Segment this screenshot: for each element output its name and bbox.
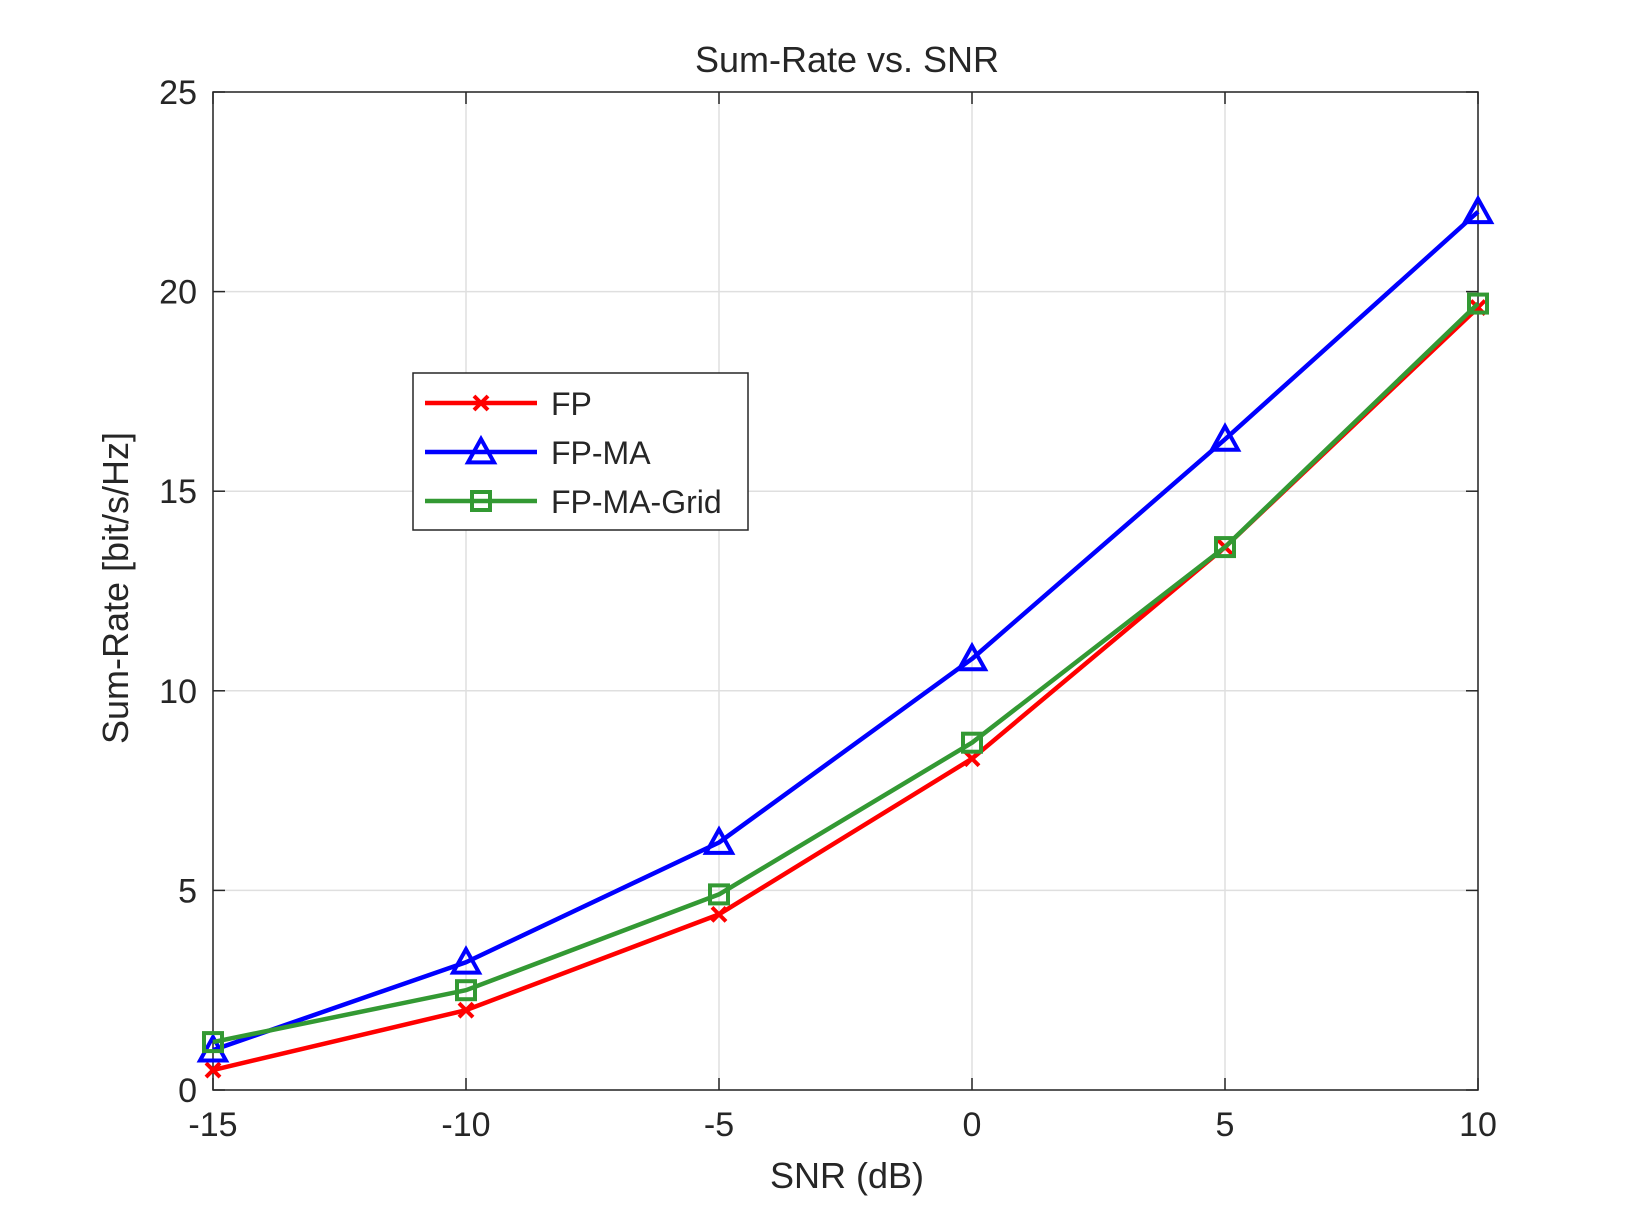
data-point-marker — [1208, 422, 1242, 452]
data-point-marker — [455, 979, 477, 1002]
plot-area — [212, 91, 1479, 1091]
y-tick-label: 5 — [178, 872, 197, 910]
legend-marker — [470, 490, 492, 512]
series-layer — [196, 194, 1495, 1079]
data-point-marker — [702, 825, 736, 855]
y-tick-label: 10 — [159, 673, 197, 711]
y-axis-label: Sum-Rate [bit/s/Hz] — [95, 432, 136, 744]
legend-label: FP-MA — [551, 435, 651, 471]
series-line — [212, 301, 1480, 1045]
legend-label: FP-MA-Grid — [551, 484, 722, 520]
series-line — [212, 210, 1480, 1053]
legend-label: FP — [551, 386, 592, 422]
x-tick-label: 5 — [1216, 1106, 1235, 1144]
data-point-marker — [955, 641, 989, 672]
data-point-marker — [1214, 536, 1236, 559]
data-point-marker — [708, 883, 730, 906]
legend: FP FP-MA FP-MA-Grid — [412, 372, 749, 531]
y-tick-label: 0 — [178, 1072, 197, 1110]
x-tick-label: -15 — [188, 1106, 237, 1144]
data-point-marker — [1461, 194, 1495, 225]
data-point-marker — [961, 731, 983, 754]
x-axis-label: SNR (dB) — [770, 1155, 924, 1196]
data-point-marker — [457, 1001, 475, 1019]
x-tick-label: -5 — [704, 1106, 734, 1144]
y-tick-label: 20 — [159, 274, 197, 312]
axis-ticks: -15 -10 -5 0 5 10 0 5 10 15 20 25 — [159, 74, 1497, 1144]
data-point-marker — [196, 1032, 230, 1063]
legend-entry: FP — [425, 386, 592, 422]
chart-title: Sum-Rate vs. SNR — [695, 39, 999, 80]
x-tick-label: 0 — [963, 1106, 982, 1144]
series-fp-ma — [196, 194, 1495, 1063]
legend-marker — [464, 434, 498, 465]
data-point-marker — [1467, 292, 1489, 315]
data-point-marker — [202, 1031, 224, 1054]
grid — [212, 91, 1479, 1091]
series-fp-ma-grid — [202, 292, 1489, 1054]
legend-entry: FP-MA — [425, 434, 651, 471]
y-tick-label: 15 — [159, 473, 197, 511]
data-point-marker — [963, 750, 981, 768]
data-point-marker — [710, 905, 728, 923]
data-point-marker — [449, 945, 483, 975]
legend-entry: FP-MA-Grid — [425, 484, 722, 520]
x-tick-label: 10 — [1459, 1106, 1497, 1144]
x-tick-label: -10 — [441, 1106, 490, 1144]
legend-marker — [472, 394, 490, 412]
y-tick-label: 25 — [159, 74, 197, 112]
data-point-marker — [204, 1061, 222, 1079]
